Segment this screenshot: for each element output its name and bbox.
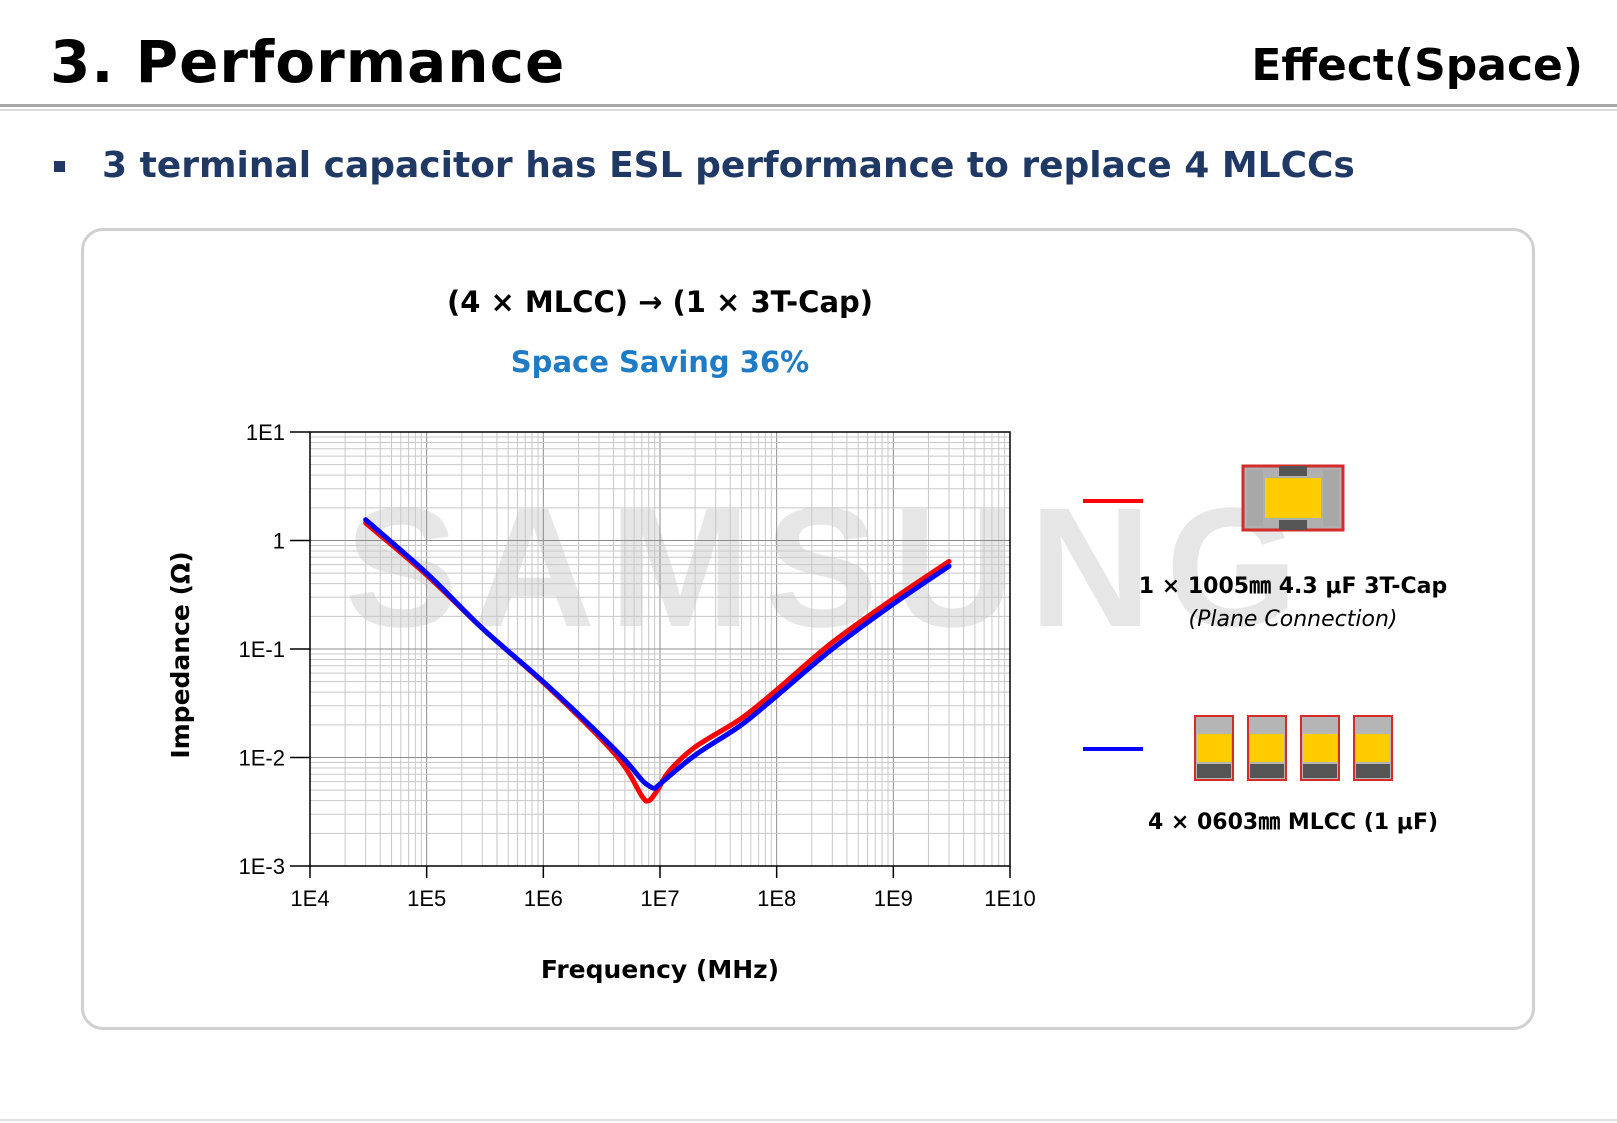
bullet-square-icon: [54, 161, 65, 172]
legend-note-3t-cap: (Plane Connection): [1188, 607, 1398, 632]
y-tick-label: 1: [273, 529, 285, 554]
y-tick-label: 1E1: [246, 420, 285, 445]
page-title: 3. Performance: [50, 28, 566, 96]
x-tick-label: 1E9: [874, 886, 913, 911]
x-tick-label: 1E8: [757, 886, 796, 911]
y-tick-label: 1E-2: [239, 746, 285, 771]
y-tick-label: 1E-1: [239, 637, 285, 662]
bullet-text: 3 terminal capacitor has ESL performance…: [102, 145, 1355, 186]
legend-label-3t-cap: 1 × 1005㎜ 4.3 μF 3T-Cap: [1138, 574, 1448, 599]
title-divider-shadow: [0, 109, 1617, 111]
comparison-headline: (4 × MLCC) → (1 × 3T-Cap): [446, 285, 874, 319]
space-saving-text: Space Saving 36%: [510, 345, 810, 379]
title-divider: [0, 104, 1617, 107]
x-axis-title: Frequency (MHz): [541, 955, 779, 984]
y-axis-title: Impedance (Ω): [166, 551, 195, 758]
legend-line-3t-cap: [1083, 499, 1143, 503]
x-tick-label: 1E7: [640, 886, 679, 911]
axis-ticks: 1E4 1E5 1E6 1E7 1E8 1E9 1E10 1E1 1 1E-1 1E-2 1E-3: [239, 420, 1036, 911]
x-tick-label: 1E6: [524, 886, 563, 911]
page-subtitle: Effect(Space): [1251, 40, 1583, 91]
x-tick-label: 1E10: [984, 886, 1035, 911]
x-tick-label: 1E5: [407, 886, 446, 911]
mlcc-chip-row-icon: [1194, 715, 1393, 781]
series-layer: [363, 517, 952, 804]
bottom-divider: [0, 1119, 1617, 1121]
series-line-mlcc: [363, 517, 952, 791]
chart-grid: [309, 432, 1010, 867]
legend-label-mlcc: 4 × 0603㎜ MLCC (1 μF): [1147, 810, 1439, 835]
3t-cap-chip-icon: [1241, 464, 1345, 532]
y-tick-label: 1E-3: [239, 854, 285, 879]
x-tick-label: 1E4: [290, 886, 329, 911]
legend-line-mlcc: [1083, 747, 1143, 751]
content-panel: [81, 228, 1535, 1030]
